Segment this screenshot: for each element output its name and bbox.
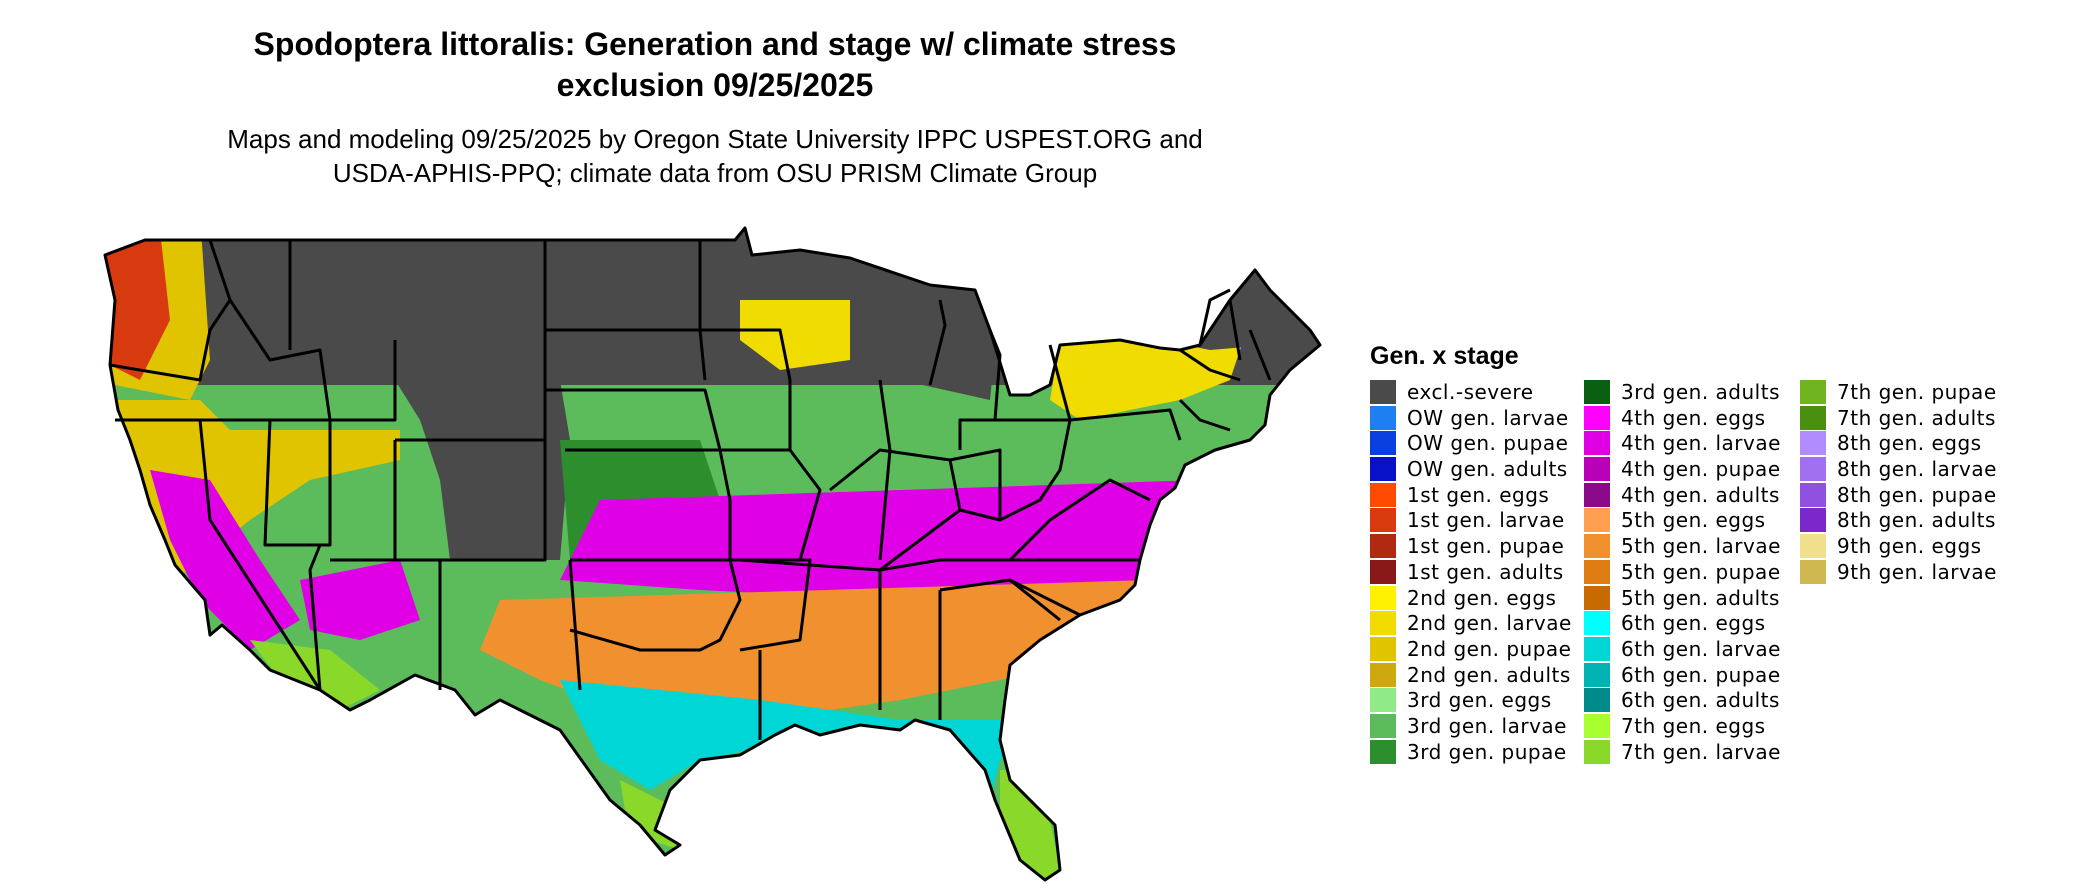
legend-swatch (1370, 457, 1396, 482)
legend-label: 2nd gen. larvae (1407, 611, 1572, 636)
legend-swatch (1800, 508, 1826, 533)
legend-swatch (1370, 431, 1396, 456)
legend-label: 3rd gen. larvae (1407, 713, 1567, 738)
legend-swatch (1800, 431, 1826, 456)
legend-label: 3rd gen. eggs (1407, 688, 1552, 713)
legend-swatch (1370, 482, 1396, 507)
legend-label: 4th gen. pupae (1621, 457, 1781, 482)
legend-swatch (1370, 713, 1396, 738)
legend-swatch (1370, 380, 1396, 404)
legend-swatch (1584, 688, 1610, 713)
legend-swatch (1800, 482, 1826, 507)
legend-label: 7th gen. pupae (1837, 380, 1997, 404)
map-subtitle-line2: USDA-APHIS-PPQ; climate data from OSU PR… (332, 158, 1098, 188)
state-boundaries (103, 226, 1322, 882)
legend-label: OW gen. larvae (1407, 405, 1569, 430)
legend-label: 1st gen. eggs (1407, 482, 1550, 507)
map-title-line2: exclusion 09/25/2025 (556, 67, 874, 103)
legend-label: 8th gen. pupae (1837, 482, 1997, 507)
legend-label: OW gen. pupae (1407, 431, 1569, 456)
legend-swatch (1370, 688, 1396, 713)
us-map (103, 226, 1322, 882)
legend-swatch (1584, 534, 1610, 559)
legend-label: 9th gen. larvae (1837, 559, 1997, 584)
legend-swatch (1370, 405, 1396, 430)
legend-label: 5th gen. pupae (1621, 559, 1781, 584)
legend-label: 1st gen. larvae (1407, 508, 1565, 533)
legend-swatch (1370, 636, 1396, 661)
legend-label: 8th gen. adults (1837, 508, 1996, 533)
legend-label: OW gen. adults (1407, 457, 1568, 482)
legend-label: 6th gen. adults (1621, 688, 1780, 713)
legend-label: 9th gen. eggs (1837, 534, 1982, 559)
stage-fill-layer (105, 228, 1320, 880)
legend-swatch (1584, 662, 1610, 687)
legend-swatch (1800, 559, 1826, 584)
legend-label: 5th gen. eggs (1621, 508, 1766, 533)
legend-swatch (1370, 585, 1396, 610)
legend-label: 6th gen. larvae (1621, 636, 1781, 661)
legend-label: 1st gen. adults (1407, 559, 1564, 584)
legend-label: 3rd gen. adults (1621, 380, 1780, 404)
legend-swatch (1584, 405, 1610, 430)
legend-label: 5th gen. adults (1621, 585, 1780, 610)
legend-swatch (1370, 662, 1396, 687)
map-subtitle-line1: Maps and modeling 09/25/2025 by Oregon S… (227, 124, 1203, 154)
legend-swatch (1584, 482, 1610, 507)
legend-swatch (1584, 611, 1610, 636)
legend-swatch (1370, 508, 1396, 533)
legend-title: Gen. x stage (1370, 342, 1519, 370)
legend-label: 7th gen. adults (1837, 405, 1996, 430)
map-title-line1: Spodoptera littoralis: Generation and st… (253, 26, 1177, 62)
legend-label: 6th gen. pupae (1621, 662, 1781, 687)
legend-swatch (1584, 431, 1610, 456)
legend-label: 7th gen. larvae (1621, 739, 1781, 764)
legend-label: 8th gen. eggs (1837, 431, 1982, 456)
legend-swatch (1800, 534, 1826, 559)
legend-swatch (1370, 559, 1396, 584)
legend-label: 4th gen. eggs (1621, 405, 1766, 430)
legend-label: 5th gen. larvae (1621, 534, 1781, 559)
legend-swatch (1800, 457, 1826, 482)
legend-label: 7th gen. eggs (1621, 713, 1766, 738)
legend-swatch (1800, 380, 1826, 404)
legend-swatch (1800, 405, 1826, 430)
legend-label: 4th gen. larvae (1621, 431, 1781, 456)
legend-swatch (1370, 534, 1396, 559)
legend-swatch (1584, 636, 1610, 661)
map-subtitle: Maps and modeling 09/25/2025 by Oregon S… (150, 122, 1280, 190)
legend-label: 2nd gen. eggs (1407, 585, 1557, 610)
legend-swatch (1584, 713, 1610, 738)
legend-swatch (1370, 739, 1396, 764)
legend-label: 6th gen. eggs (1621, 611, 1766, 636)
legend-swatch (1584, 739, 1610, 764)
legend-label: 2nd gen. pupae (1407, 636, 1572, 661)
legend-swatch (1370, 611, 1396, 636)
legend-label: excl.-severe (1407, 380, 1534, 404)
map-title: Spodoptera littoralis: Generation and st… (150, 24, 1280, 106)
legend-label: 2nd gen. adults (1407, 662, 1571, 687)
legend-label: 3rd gen. pupae (1407, 739, 1567, 764)
legend-swatch (1584, 508, 1610, 533)
legend-swatch (1584, 559, 1610, 584)
legend-swatch (1584, 457, 1610, 482)
legend-label: 1st gen. pupae (1407, 534, 1565, 559)
legend-swatch (1584, 585, 1610, 610)
legend-label: 8th gen. larvae (1837, 457, 1997, 482)
legend-swatch (1584, 380, 1610, 404)
legend-label: 4th gen. adults (1621, 482, 1780, 507)
